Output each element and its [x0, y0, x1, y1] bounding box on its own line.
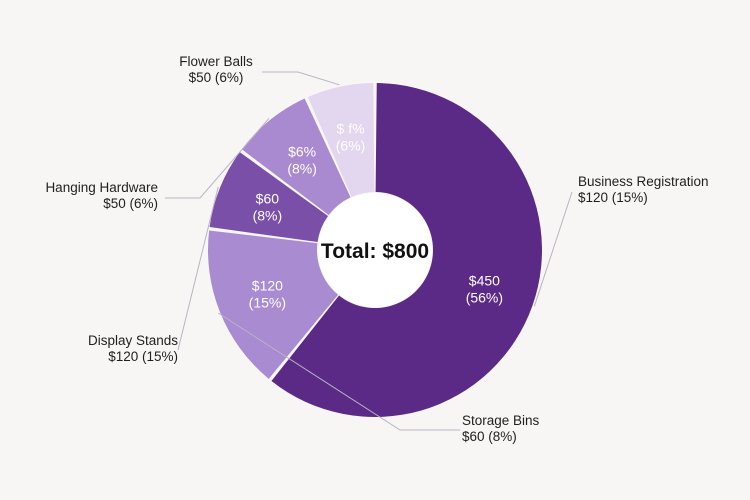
slice-value-label-2: $120(15%)	[249, 277, 286, 310]
external-label-4: Hanging Hardware$50 (6%)	[45, 180, 158, 211]
external-label-3: Display Stands$120 (15%)	[88, 333, 178, 364]
slice-value-label-1: $450(56%)	[466, 273, 503, 306]
slice-value-label-4: $6%(8%)	[287, 144, 317, 177]
slice-value-label-3: $60(8%)	[253, 191, 283, 224]
leader-line-5	[262, 72, 339, 85]
slice-value-label-5: $ f%(6%)	[336, 121, 366, 154]
external-label-5: Flower Balls$50 (6%)	[179, 54, 253, 85]
external-label-1: Business Registration$120 (15%)	[578, 174, 709, 205]
external-label-2: Storage Bins$60 (8%)	[462, 413, 540, 444]
center-total-label: Total: $800	[321, 240, 429, 263]
